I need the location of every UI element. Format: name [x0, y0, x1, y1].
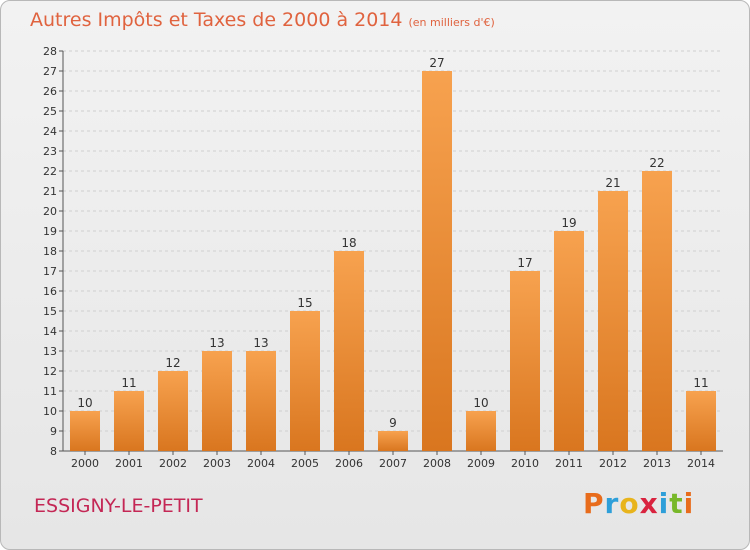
bar — [642, 171, 672, 451]
y-tick-label: 28 — [43, 45, 57, 58]
brand-letter: r — [604, 487, 620, 520]
bar-value-label: 10 — [473, 396, 488, 410]
x-tick-label: 2005 — [291, 457, 319, 470]
bar — [158, 371, 188, 451]
bar-value-label: 19 — [561, 216, 576, 230]
brand-letter: P — [583, 487, 605, 520]
y-tick-label: 11 — [43, 385, 57, 398]
y-tick-label: 14 — [43, 325, 57, 338]
y-tick-label: 10 — [43, 405, 57, 418]
y-tick-label: 9 — [50, 425, 57, 438]
bar-value-label: 13 — [209, 336, 224, 350]
bar-value-label: 9 — [389, 416, 397, 430]
x-tick-label: 2008 — [423, 457, 451, 470]
bar — [70, 411, 100, 451]
bar — [334, 251, 364, 451]
x-tick-label: 2011 — [555, 457, 583, 470]
brand-letter: x — [639, 487, 659, 520]
proxiti-logo: Proxiti — [583, 487, 694, 520]
bar — [422, 71, 452, 451]
y-tick-label: 18 — [43, 245, 57, 258]
x-tick-label: 2002 — [159, 457, 187, 470]
bar — [378, 431, 408, 451]
y-tick-label: 21 — [43, 185, 57, 198]
commune-name: ESSIGNY-LE-PETIT — [34, 495, 203, 517]
x-tick-label: 2000 — [71, 457, 99, 470]
y-tick-label: 17 — [43, 265, 57, 278]
x-tick-label: 2012 — [599, 457, 627, 470]
bar-value-label: 10 — [77, 396, 92, 410]
bar-value-label: 13 — [253, 336, 268, 350]
y-tick-label: 25 — [43, 105, 57, 118]
x-tick-label: 2006 — [335, 457, 363, 470]
y-tick-label: 12 — [43, 365, 57, 378]
x-tick-label: 2009 — [467, 457, 495, 470]
bar-value-label: 11 — [693, 376, 708, 390]
brand-letter: i — [683, 487, 695, 520]
bar-value-label: 11 — [121, 376, 136, 390]
bar — [114, 391, 144, 451]
bar — [466, 411, 496, 451]
y-tick-label: 23 — [43, 145, 57, 158]
bar-value-label: 17 — [517, 256, 532, 270]
y-tick-label: 19 — [43, 225, 57, 238]
y-tick-label: 27 — [43, 65, 57, 78]
x-tick-label: 2014 — [687, 457, 715, 470]
y-tick-label: 26 — [43, 85, 57, 98]
y-tick-label: 22 — [43, 165, 57, 178]
brand-letter: o — [619, 487, 640, 520]
bar-value-label: 27 — [429, 56, 444, 70]
y-tick-label: 13 — [43, 345, 57, 358]
brand-letter: i — [658, 487, 670, 520]
bar-value-label: 21 — [605, 176, 620, 190]
y-tick-label: 16 — [43, 285, 57, 298]
x-tick-label: 2003 — [203, 457, 231, 470]
x-tick-label: 2004 — [247, 457, 275, 470]
chart-title-text: Autres Impôts et Taxes de 2000 à 2014 — [30, 9, 403, 31]
bar — [246, 351, 276, 451]
bar-value-label: 18 — [341, 236, 356, 250]
x-tick-label: 2013 — [643, 457, 671, 470]
bar — [598, 191, 628, 451]
chart-title: Autres Impôts et Taxes de 2000 à 2014 (en… — [30, 9, 495, 31]
bar — [554, 231, 584, 451]
y-tick-label: 20 — [43, 205, 57, 218]
x-tick-label: 2010 — [511, 457, 539, 470]
bar-value-label: 22 — [649, 156, 664, 170]
bar — [290, 311, 320, 451]
bar — [686, 391, 716, 451]
brand-letter: t — [669, 487, 684, 520]
y-tick-label: 8 — [50, 445, 57, 458]
bar-value-label: 15 — [297, 296, 312, 310]
bar-value-label: 12 — [165, 356, 180, 370]
x-tick-label: 2001 — [115, 457, 143, 470]
chart-unit: (en milliers d'€) — [408, 16, 495, 29]
x-tick-label: 2007 — [379, 457, 407, 470]
bar — [510, 271, 540, 451]
y-tick-label: 15 — [43, 305, 57, 318]
y-tick-label: 24 — [43, 125, 57, 138]
bar — [202, 351, 232, 451]
